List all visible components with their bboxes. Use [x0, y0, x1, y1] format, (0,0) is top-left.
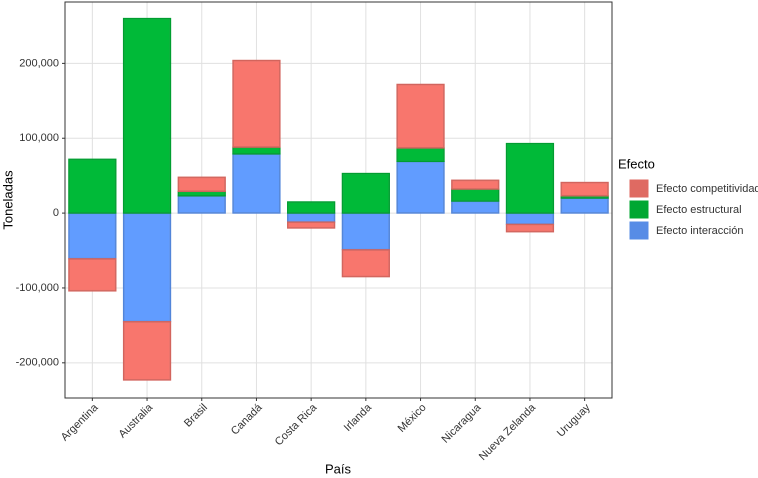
- legend-label: Efecto estructural: [656, 204, 742, 216]
- x-tick-label: Brasil: [182, 402, 210, 430]
- bar-fill: [452, 181, 498, 189]
- bar-fill: [398, 162, 444, 213]
- bar-fill: [288, 214, 334, 222]
- bar-fill: [562, 199, 608, 213]
- y-axis-label: Toneladas: [0, 170, 15, 230]
- bar-fill: [343, 250, 389, 276]
- x-tick-label: Canadá: [229, 401, 265, 437]
- bar-fill: [179, 196, 225, 213]
- bar-fill: [562, 183, 608, 195]
- x-tick-label: Costa Rica: [273, 401, 320, 448]
- legend-key: [629, 200, 649, 219]
- bar-fill: [452, 202, 498, 213]
- bar-fill: [124, 19, 170, 213]
- bar-fill: [233, 61, 279, 147]
- x-tick-label: Australia: [116, 401, 155, 440]
- bar-fill: [507, 144, 553, 213]
- y-tick-label: -100,000: [16, 282, 59, 294]
- x-tick-label: México: [396, 402, 429, 435]
- x-tick-label: Argentina: [59, 401, 101, 443]
- y-tick-label: 0: [53, 207, 59, 219]
- bar-fill: [69, 259, 115, 290]
- bar-fill: [343, 174, 389, 213]
- bar-fill: [124, 322, 170, 380]
- bar-fill: [233, 154, 279, 213]
- y-tick-label: 200,000: [19, 57, 59, 69]
- x-tick-label: Nicaragua: [439, 401, 484, 446]
- bar-fill: [179, 178, 225, 191]
- bar-fill: [69, 160, 115, 213]
- bar-fill: [507, 214, 553, 224]
- x-tick-label: Uruguay: [555, 401, 593, 439]
- x-axis-label: País: [325, 461, 352, 476]
- bar-fill: [288, 202, 334, 213]
- bar-fill: [124, 214, 170, 321]
- y-tick-label: -200,000: [16, 357, 59, 369]
- legend-label: Efecto competitividad: [656, 183, 758, 195]
- bar-fill: [288, 223, 334, 228]
- bar-fill: [233, 148, 279, 153]
- bar-fill: [398, 148, 444, 161]
- bar-fill: [507, 225, 553, 231]
- bar-fill: [343, 214, 389, 249]
- legend-label: Efecto interacción: [656, 225, 743, 237]
- bar-fill: [69, 214, 115, 258]
- bar-fill: [452, 190, 498, 201]
- legend-title: Efecto: [618, 156, 655, 171]
- bar-fill: [179, 192, 225, 195]
- x-tick-label: Irlanda: [342, 401, 375, 434]
- plot-border: [64, 1, 613, 399]
- y-tick-label: 100,000: [19, 132, 59, 144]
- legend-key: [629, 179, 649, 198]
- bar-fill: [398, 85, 444, 147]
- x-tick-label: Nueva Zelanda: [477, 401, 539, 463]
- legend-key: [629, 221, 649, 240]
